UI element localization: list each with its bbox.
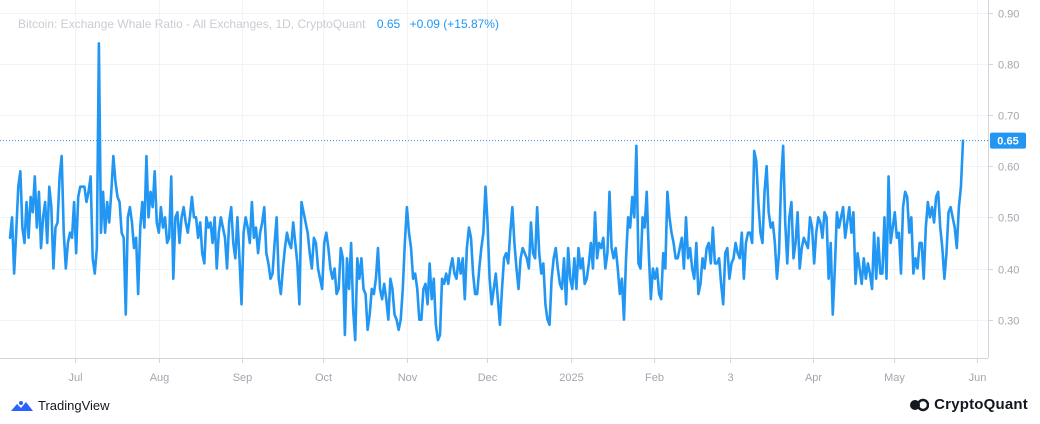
y-tick-labels: 0.30 0.40 0.50 0.60 0.70 0.80 0.90 xyxy=(998,9,1019,328)
legend-title: Bitcoin: Exchange Whale Ratio - All Exch… xyxy=(18,17,366,31)
chart-legend: Bitcoin: Exchange Whale Ratio - All Exch… xyxy=(18,17,499,31)
tradingview-icon xyxy=(11,400,33,411)
tradingview-label: TradingView xyxy=(38,398,110,413)
y-tick-label: 0.30 xyxy=(998,316,1019,328)
x-tick-label: Sep xyxy=(233,372,253,384)
x-tick-label: Nov xyxy=(398,372,418,384)
x-tick-label: Jun xyxy=(969,372,987,384)
x-tick-label: 2025 xyxy=(559,372,583,384)
x-tick-label: Dec xyxy=(478,372,498,384)
y-tick-label: 0.80 xyxy=(998,60,1019,72)
y-tick-label: 0.90 xyxy=(998,9,1019,21)
x-tick-label: Jul xyxy=(68,372,82,384)
cryptoquant-label: CryptoQuant xyxy=(934,396,1028,413)
cryptoquant-logo: CryptoQuant xyxy=(909,396,1028,413)
x-tick-label: Oct xyxy=(315,372,332,384)
y-tick-label: 0.50 xyxy=(998,213,1019,225)
y-tick-label: 0.70 xyxy=(998,111,1019,123)
x-gridlines xyxy=(75,0,978,363)
x-tick-label: May xyxy=(884,372,905,384)
x-tick-label: Aug xyxy=(150,372,170,384)
whale-ratio-series-line xyxy=(8,42,965,342)
x-tick-labels: Jul Aug Sep Oct Nov Dec 2025 Feb 3 Apr May Jun xyxy=(68,372,986,384)
x-tick-label: 3 xyxy=(727,372,733,384)
legend-change: +0.09 (+15.87%) xyxy=(409,17,499,31)
last-value-label: 0.65 xyxy=(997,136,1018,148)
tradingview-logo[interactable]: TradingView xyxy=(10,398,110,413)
x-tick-label: Feb xyxy=(645,372,664,384)
legend-value: 0.65 xyxy=(376,17,401,31)
y-tick-label: 0.40 xyxy=(998,265,1019,277)
x-tick-label: Apr xyxy=(805,372,822,384)
last-value-price-tag: 0.65 xyxy=(990,132,1026,149)
cryptoquant-icon xyxy=(910,398,930,411)
y-tick-label: 0.60 xyxy=(998,162,1019,174)
